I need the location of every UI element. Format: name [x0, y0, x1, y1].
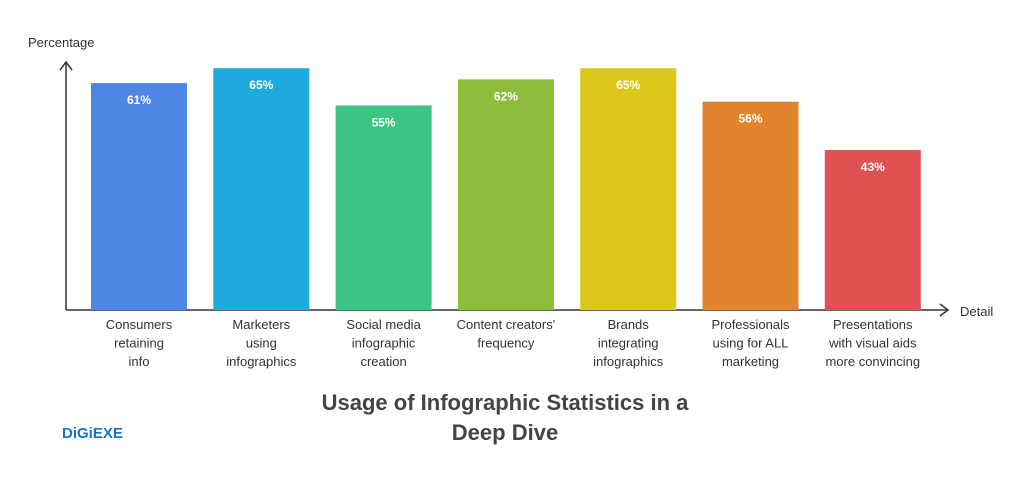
bar — [457, 79, 554, 310]
x-tick-label: Brands integrating infographics — [593, 317, 664, 369]
y-axis-label: Percentage — [28, 35, 95, 50]
x-tick-label: Content creators' frequency — [457, 317, 556, 351]
bar — [335, 105, 432, 311]
y-axis-arrow — [59, 60, 73, 71]
bar — [702, 101, 799, 311]
bar — [213, 68, 310, 310]
x-axis-label: Detail — [960, 304, 993, 319]
value-label: 61% — [127, 93, 151, 107]
value-label: 43% — [861, 160, 885, 174]
x-tick-label: Marketers using infographics — [226, 317, 297, 369]
value-label: 62% — [494, 89, 518, 103]
x-tick-label: Presentations with visual aids more convin… — [825, 317, 920, 369]
bar — [580, 68, 677, 310]
logo: DiGiEXE — [62, 425, 123, 442]
value-label: 65% — [616, 78, 640, 92]
x-tick-label: Consumers retaining info — [106, 317, 173, 369]
value-label: 55% — [372, 115, 396, 129]
value-label: 65% — [249, 78, 273, 92]
x-tick-label: Social media infographic creation — [346, 317, 421, 369]
value-label: 56% — [738, 112, 762, 126]
x-tick-label: Professionals using for ALL marketing — [711, 317, 790, 369]
bar — [91, 83, 187, 310]
bar — [824, 150, 921, 310]
chart-title: Usage of Infographic Statistics in a Deep… — [322, 390, 690, 445]
x-axis-arrow — [939, 303, 950, 317]
